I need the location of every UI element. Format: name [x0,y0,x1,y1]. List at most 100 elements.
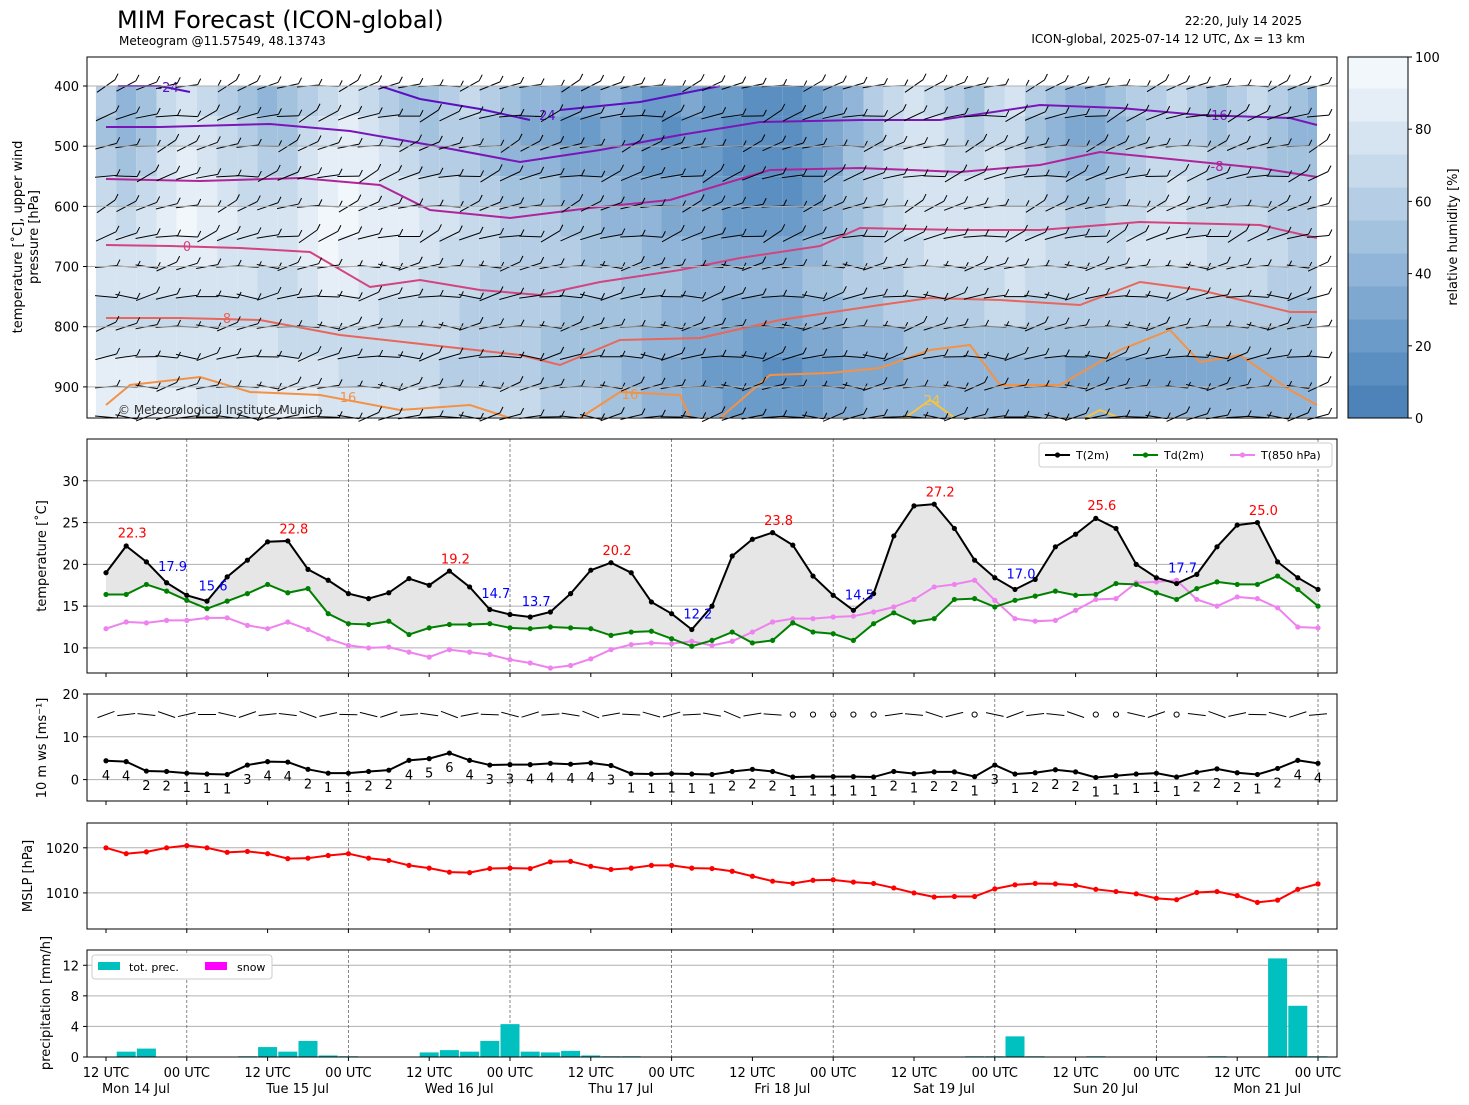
colorbar-segment [1348,55,1408,89]
wind-barb-feather [762,198,767,205]
wind-barb-feather [1328,319,1333,326]
wind-barb-feather [621,262,626,269]
wind-barb-feather [964,318,969,325]
legend-label: Td(2m) [1163,449,1204,462]
humidity-cell [823,326,844,357]
humidity-cell [600,236,622,267]
wind-barb-feather [115,105,120,112]
humidity-cell [782,326,803,357]
wind-barb-feather [1024,136,1029,143]
wind-speed-series-point [749,766,756,772]
wind-barb [155,235,178,238]
wind-barb-feather [1146,200,1151,207]
humidity-cell [95,296,117,327]
humidity-cell [499,86,521,117]
wind-speed-label: 2 [1273,776,1281,791]
humidity-cell [520,86,541,117]
wind-barb-feather [701,226,706,233]
dewpoint-series-point [547,624,554,630]
wind-barb-feather [177,319,182,327]
surface-wind-barb [541,713,560,716]
wind-barb-feather [1085,382,1090,390]
wind-speed-label: 1 [1092,785,1100,800]
wind-barb-feather [903,135,908,143]
temperature-series-point [1113,525,1119,532]
mslp-series-point [568,858,574,864]
wind-barb-feather [298,197,303,205]
x-tick-label: 12 UTC [83,1066,129,1081]
wind-barb [579,354,602,359]
wind-barb [318,230,339,243]
humidity-cell [156,326,177,357]
wind-barb [1266,354,1289,360]
humidity-cell [540,146,561,177]
wind-barb [701,291,723,302]
t850-series-point [1194,596,1200,603]
wind-barb-feather [722,107,727,114]
wind-barb-feather [802,136,807,144]
wind-barb-feather [1226,256,1231,264]
precip-bar [460,1051,480,1057]
wind-barb-feather [823,348,828,356]
wind-barb-feather [1005,353,1009,360]
wind-barb-feather [742,382,747,390]
surface-wind-barb [884,712,903,717]
wind-barb-feather [1308,107,1313,115]
wind-barb-feather [540,230,545,238]
isotherm-line [579,390,691,419]
humidity-cell [95,86,117,117]
dewpoint-series-point [244,591,250,597]
humidity-cell [782,266,803,297]
wind-barb-feather [540,166,545,174]
wind-barb [1307,293,1329,300]
humidity-cell [701,356,723,387]
wind-barb-feather [377,163,382,171]
wind-barb-feather [1005,110,1010,117]
humidity-cell [499,296,521,327]
humidity-cell [903,266,925,297]
mslp-series-point [1315,881,1321,887]
humidity-cell [439,386,460,417]
wind-barb-feather [781,224,786,231]
mslp-series-point [426,865,432,871]
x-date-label: Sat 19 Jul [913,1082,975,1097]
wind-speed-label: 1 [203,782,211,797]
wind-barb-feather [600,74,605,82]
humidity-cell [358,356,379,387]
humidity-cell [1267,86,1288,117]
dewpoint-series-point [669,636,675,642]
wind-barb [1145,232,1167,241]
humidity-cell [176,116,197,147]
wind-barb-feather [378,285,383,293]
humidity-cell [116,386,137,417]
wind-barb-feather [922,73,927,80]
humidity-cell [1206,356,1228,387]
wind-barb-feather [1267,379,1272,386]
legend-box [1038,442,1333,468]
humidity-cell [338,86,359,117]
humidity-cell [479,206,500,237]
humidity-cell [1025,386,1046,417]
wind-barb-feather [1126,257,1131,264]
mslp-series-point [1073,882,1079,888]
wind-barb-feather [1308,350,1313,357]
wind-barb-feather [338,136,343,144]
wind-barb [923,175,946,178]
wind-barb-feather [1085,407,1090,414]
wind-barb [1186,170,1207,182]
wind-barb-feather [700,73,705,81]
humidity-cell [1206,326,1228,357]
humidity-cell [398,386,420,417]
wind-barb-feather [883,377,888,384]
wind-barb-feather [197,409,202,416]
humidity-cell [499,206,521,237]
wind-barb [923,232,945,241]
wind-barb-feather [1146,379,1151,386]
humidity-cell [116,86,137,117]
isotherm-label: 0 [183,240,191,255]
t850-series-point [709,642,715,649]
mslp-series-point [1295,886,1301,892]
y-tick-label: 30 [62,475,79,490]
wind-barb-feather [338,290,343,298]
